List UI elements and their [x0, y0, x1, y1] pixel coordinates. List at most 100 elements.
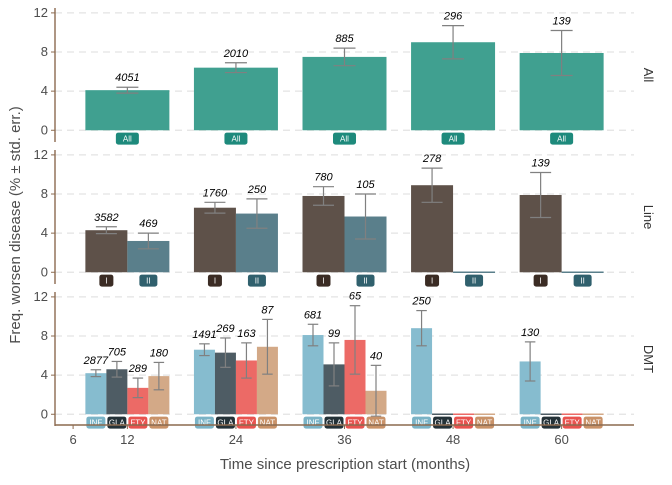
x-axis-title: Time since prescription start (months)	[220, 456, 470, 473]
series-badge-label: All	[340, 135, 349, 144]
series-badge-label: GLA	[217, 419, 234, 428]
series-badge-label: INF	[524, 419, 537, 428]
series-badge-label: FTY	[239, 419, 255, 428]
x-tick-label: 12	[120, 432, 134, 447]
sample-size-label: 99	[328, 328, 340, 340]
series-badge	[441, 132, 465, 145]
series-badge	[550, 132, 574, 145]
series-badge-label: NAT	[477, 419, 493, 428]
series-badge-label: II	[255, 277, 259, 286]
bar-nat	[256, 346, 278, 415]
series-badge	[465, 274, 484, 287]
series-badge-label: All	[231, 135, 240, 144]
sample-size-label: 163	[237, 328, 256, 340]
sample-size-label: 278	[422, 153, 442, 165]
bar-all	[302, 56, 387, 131]
series-badge-label: II	[580, 277, 584, 286]
series-badge-label: GLA	[109, 419, 126, 428]
series-badge	[533, 274, 548, 287]
sample-size-label: 180	[150, 347, 169, 359]
bar-gla	[214, 352, 236, 415]
series-badge-label: INF	[415, 419, 428, 428]
y-tick-label: 0	[41, 264, 48, 279]
series-badge-label: I	[322, 277, 324, 286]
series-badge-label: All	[123, 135, 132, 144]
sample-size-label: 296	[443, 11, 463, 23]
series-badge-label: NAT	[260, 419, 276, 428]
sample-size-label: 2010	[223, 48, 249, 60]
y-tick-label: 8	[41, 328, 48, 343]
bar-inf	[411, 328, 433, 415]
series-badge-label: INF	[307, 419, 320, 428]
sample-size-label: 40	[370, 350, 383, 362]
series-badge-label: GLA	[435, 419, 452, 428]
series-badge-label: II	[472, 277, 476, 286]
series-badge-label: II	[363, 277, 367, 286]
panel-all: 0 4 8 12 All 4051 All 2010 All 885 All 296 All 139 All	[34, 5, 656, 145]
bar-gla	[323, 364, 345, 415]
sample-size-label: 250	[411, 296, 431, 308]
series-badge	[207, 274, 222, 287]
y-tick-label: 0	[41, 122, 48, 137]
sample-size-label: 65	[349, 291, 362, 303]
series-badge-label: GLA	[543, 419, 560, 428]
sample-size-label: 1491	[192, 329, 216, 341]
series-badge-label: I	[540, 277, 542, 286]
y-tick-label: 12	[34, 289, 48, 304]
bar-fty	[127, 387, 149, 415]
series-badge-label: I	[431, 277, 433, 286]
bar-gla	[106, 369, 128, 415]
chart-panels: 0 4 8 12 All 4051 All 2010 All 885 All 296 All 139 All…	[34, 5, 656, 429]
y-tick-label: 4	[41, 83, 48, 98]
sample-size-label: 105	[356, 179, 375, 191]
y-tick-label: 8	[41, 44, 48, 59]
sample-size-label: 681	[304, 309, 322, 321]
x-tick-label: 36	[337, 432, 351, 447]
y-axis-title: Freq. worsen disease (% ± std. err.)	[7, 106, 24, 343]
bar-all	[193, 67, 278, 131]
series-badge	[139, 274, 158, 287]
bar-fty	[235, 360, 257, 415]
series-badge-label: II	[146, 277, 150, 286]
series-badge-label: FTY	[565, 419, 581, 428]
bar-all	[85, 90, 170, 131]
sample-size-label: 2877	[83, 355, 109, 367]
panel-strip-label: Line	[641, 205, 656, 230]
y-tick-label: 12	[34, 5, 48, 20]
series-badge-label: All	[557, 135, 566, 144]
sample-size-label: 3582	[94, 212, 118, 224]
y-tick-label: 0	[41, 406, 48, 421]
series-badge	[224, 132, 248, 145]
sample-size-label: 780	[314, 172, 333, 184]
series-badge-label: NAT	[368, 419, 384, 428]
bar-i	[193, 207, 236, 273]
y-tick-label: 8	[41, 186, 48, 201]
series-badge-label: FTY	[130, 419, 146, 428]
x-tick-label: 48	[446, 432, 460, 447]
sample-size-label: 130	[521, 327, 540, 339]
series-badge-label: I	[214, 277, 216, 286]
panel-strip-label: DMT	[641, 345, 656, 373]
bar-i	[85, 230, 128, 273]
sample-size-label: 250	[247, 184, 267, 196]
sample-size-label: 269	[215, 323, 234, 335]
series-badge	[316, 274, 331, 287]
series-badge	[333, 132, 356, 145]
series-badge-label: FTY	[347, 419, 363, 428]
bar-fty	[344, 339, 366, 415]
panel-strip-label: All	[641, 68, 656, 83]
bar-nat	[148, 376, 170, 415]
panel-dmt: 0 4 8 12 DMT 2877 INF 1491 INF 681 INF 250 INF 130 INF…	[34, 289, 656, 429]
sample-size-label: 1760	[203, 187, 228, 199]
series-badge-label: I	[105, 277, 107, 286]
series-badge	[115, 132, 139, 145]
bar-inf	[85, 373, 107, 415]
sample-size-label: 4051	[115, 72, 139, 84]
sample-size-label: 289	[128, 363, 147, 375]
series-badge	[425, 274, 440, 287]
series-badge	[573, 274, 592, 287]
x-tick-label: 6	[69, 432, 76, 447]
x-axis-ticks: 6 12 24 36 48 60	[69, 425, 569, 447]
series-badge	[356, 274, 375, 287]
